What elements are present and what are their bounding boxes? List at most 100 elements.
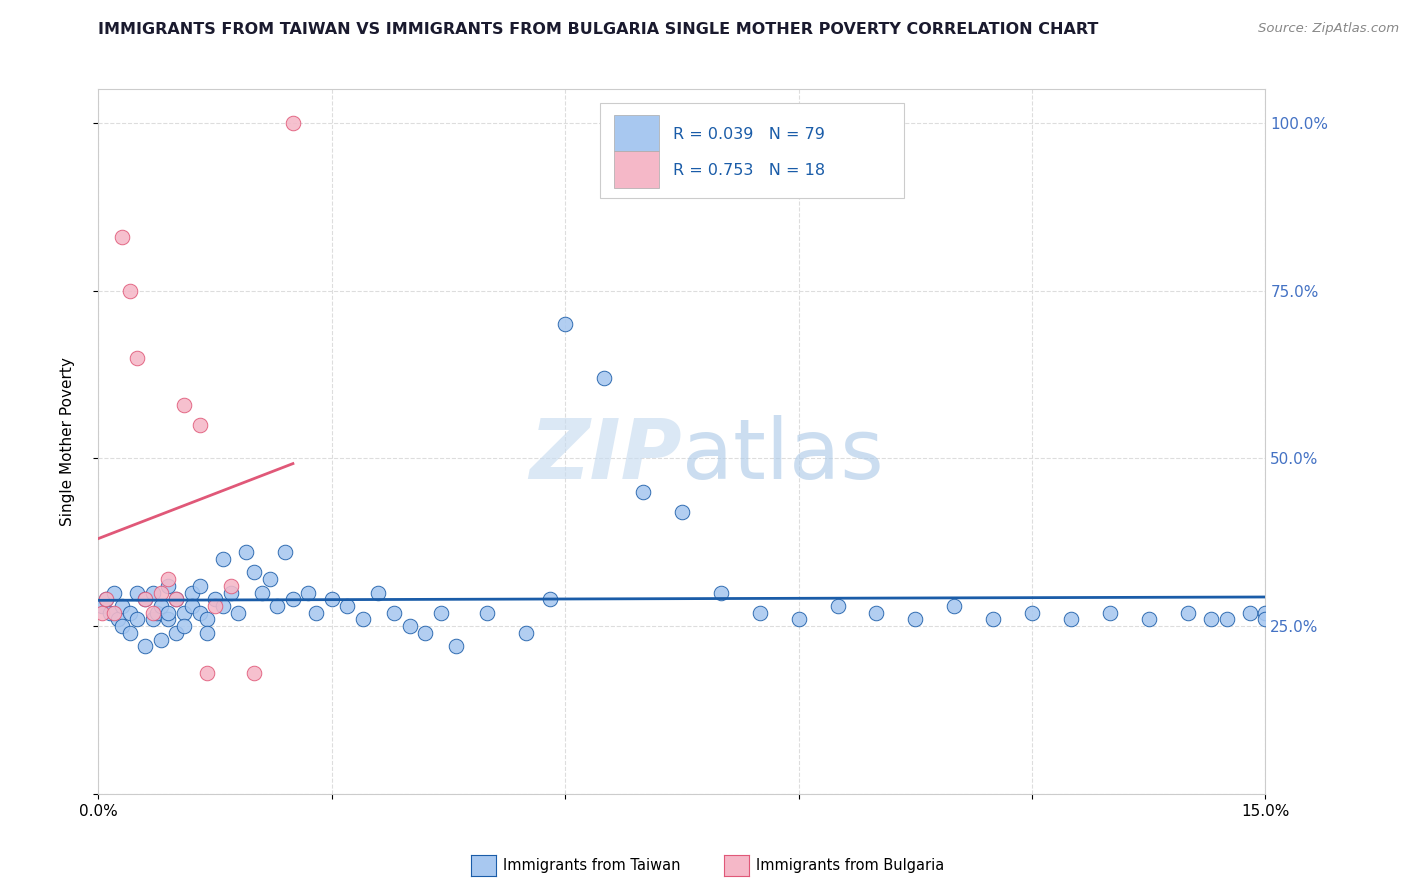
Point xyxy=(173,398,195,412)
Text: atlas: atlas xyxy=(682,415,883,496)
Point xyxy=(165,592,187,607)
Point xyxy=(165,592,187,607)
Point xyxy=(103,585,125,599)
Point xyxy=(142,612,165,626)
Point xyxy=(1239,606,1261,620)
Point xyxy=(157,579,180,593)
Point xyxy=(367,585,389,599)
Text: Immigrants from Bulgaria: Immigrants from Bulgaria xyxy=(756,858,945,872)
Point xyxy=(127,351,149,365)
Point xyxy=(1098,606,1121,620)
Point xyxy=(1199,612,1222,626)
Point xyxy=(195,612,218,626)
Point xyxy=(398,619,420,633)
Text: R = 0.753   N = 18: R = 0.753 N = 18 xyxy=(672,163,825,178)
Point xyxy=(204,592,226,607)
Point xyxy=(981,612,1004,626)
Point xyxy=(1060,612,1083,626)
Point xyxy=(1137,612,1160,626)
Point xyxy=(157,572,180,586)
Point xyxy=(1254,612,1277,626)
Point xyxy=(103,606,125,620)
Point xyxy=(593,371,616,385)
Point xyxy=(195,666,218,681)
Point xyxy=(943,599,966,613)
Point xyxy=(671,505,693,519)
Point xyxy=(352,612,374,626)
Point xyxy=(382,606,405,620)
Point xyxy=(631,484,654,499)
Point xyxy=(538,592,561,607)
Point xyxy=(554,317,576,331)
Point xyxy=(1215,612,1237,626)
Point xyxy=(134,592,156,607)
Point xyxy=(413,625,436,640)
Point xyxy=(188,606,211,620)
Point xyxy=(180,599,202,613)
Point xyxy=(127,612,149,626)
Point xyxy=(281,592,304,607)
Point xyxy=(904,612,927,626)
Point xyxy=(297,585,319,599)
Point xyxy=(515,625,537,640)
Point xyxy=(1254,606,1277,620)
Point xyxy=(142,585,165,599)
Point xyxy=(1021,606,1043,620)
Point xyxy=(446,639,468,653)
Point xyxy=(180,585,202,599)
Point xyxy=(111,230,134,244)
Point xyxy=(142,606,165,620)
Point xyxy=(149,585,172,599)
Point xyxy=(228,606,250,620)
Point xyxy=(111,599,134,613)
Point xyxy=(107,612,129,626)
Point xyxy=(165,625,187,640)
Point xyxy=(91,606,114,620)
Point xyxy=(827,599,849,613)
Point xyxy=(98,606,121,620)
Point xyxy=(111,619,134,633)
Y-axis label: Single Mother Poverty: Single Mother Poverty xyxy=(60,357,75,526)
Text: ZIP: ZIP xyxy=(529,415,682,496)
Point xyxy=(146,606,169,620)
Point xyxy=(91,599,114,613)
Point xyxy=(173,619,195,633)
Point xyxy=(865,606,887,620)
Point xyxy=(710,585,733,599)
Text: R = 0.039   N = 79: R = 0.039 N = 79 xyxy=(672,127,824,142)
Point xyxy=(243,566,266,580)
Point xyxy=(429,606,451,620)
Point xyxy=(266,599,288,613)
Bar xyxy=(614,152,658,188)
Point xyxy=(235,545,257,559)
Point xyxy=(157,606,180,620)
Point xyxy=(219,585,242,599)
Point xyxy=(305,606,328,620)
Point xyxy=(1177,606,1199,620)
Point xyxy=(250,585,273,599)
Point xyxy=(149,599,172,613)
Point xyxy=(281,116,304,130)
Point xyxy=(134,639,156,653)
Text: IMMIGRANTS FROM TAIWAN VS IMMIGRANTS FROM BULGARIA SINGLE MOTHER POVERTY CORRELA: IMMIGRANTS FROM TAIWAN VS IMMIGRANTS FRO… xyxy=(98,22,1099,37)
Point xyxy=(173,606,195,620)
Text: Source: ZipAtlas.com: Source: ZipAtlas.com xyxy=(1258,22,1399,36)
Bar xyxy=(614,114,658,152)
Point xyxy=(243,666,266,681)
Point xyxy=(195,625,218,640)
Point xyxy=(321,592,343,607)
Point xyxy=(259,572,281,586)
Point xyxy=(118,606,141,620)
Point xyxy=(212,552,235,566)
Point xyxy=(212,599,235,613)
Point xyxy=(188,417,211,432)
Point xyxy=(118,284,141,298)
Point xyxy=(118,625,141,640)
Point xyxy=(96,592,118,607)
Point xyxy=(204,599,226,613)
Point xyxy=(134,592,156,607)
Point xyxy=(127,585,149,599)
Point xyxy=(96,592,118,607)
Point xyxy=(274,545,297,559)
Point xyxy=(149,632,172,647)
